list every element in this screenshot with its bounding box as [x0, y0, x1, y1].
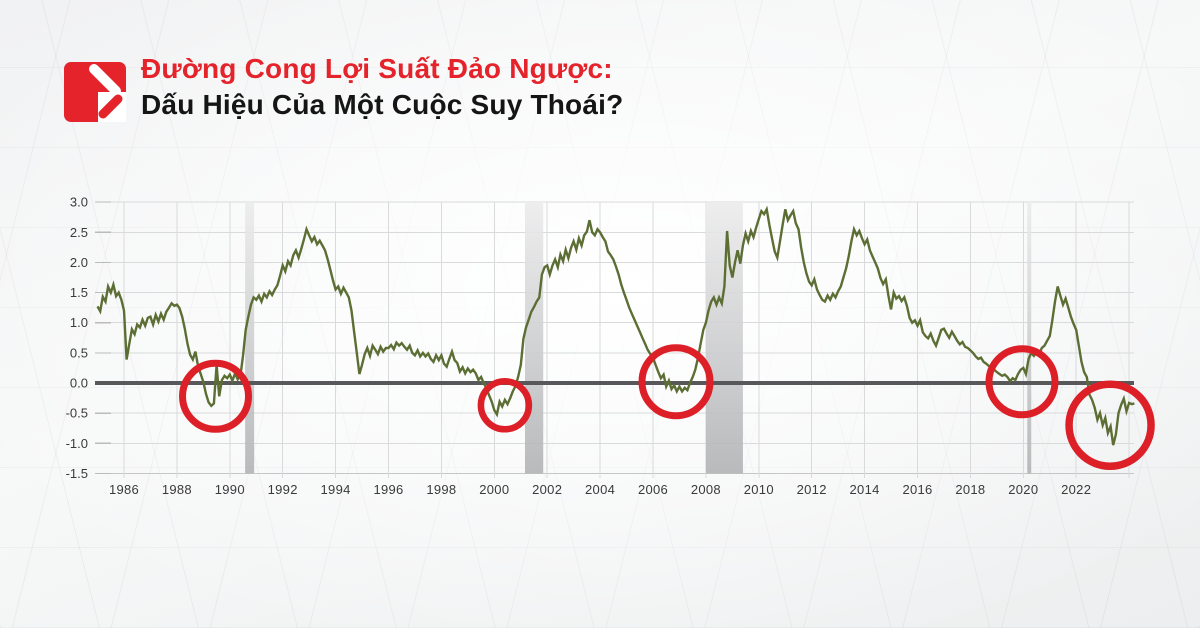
y-tick-label: 2.0 [70, 255, 88, 270]
brand-logo [64, 62, 126, 122]
inversion-highlight-circle [1065, 380, 1155, 470]
y-tick-label: -1.5 [66, 466, 88, 481]
title-line-2: Dấu Hiệu Của Một Cuộc Suy Thoái? [141, 89, 624, 120]
logo-pen-stroke-white [89, 64, 121, 96]
recession-band [524, 202, 544, 474]
x-tick-label: 2018 [955, 482, 985, 497]
x-tick-label: 1988 [162, 482, 192, 497]
y-tick-label: 3.0 [70, 195, 88, 210]
x-tick-label: 2014 [850, 482, 880, 497]
x-tick-label: 2022 [1061, 482, 1091, 497]
x-tick-label: 2010 [744, 482, 774, 497]
x-tick-label: 2012 [797, 482, 827, 497]
x-tick-label: 2008 [691, 482, 721, 497]
title-block: Đường Cong Lợi Suất Đảo Ngược: Dấu Hiệu … [141, 51, 623, 123]
x-tick-label: 1998 [426, 482, 456, 497]
y-tick-label: -0.5 [66, 406, 88, 421]
x-tick-label: 1994 [321, 482, 351, 497]
recession-band [1027, 202, 1032, 474]
x-tick-label: 2016 [902, 482, 932, 497]
x-tick-label: 2002 [532, 482, 562, 497]
inversion-highlight-circle [179, 359, 253, 433]
title-line-1: Đường Cong Lợi Suất Đảo Ngược: [141, 53, 613, 84]
inversion-highlight-circle [638, 344, 714, 420]
x-tick-label: 2006 [638, 482, 668, 497]
inversion-highlight-circle [985, 345, 1059, 419]
y-tick-label: 2.5 [70, 225, 88, 240]
y-tick-label: -1.0 [66, 436, 88, 451]
x-tick-label: 1992 [268, 482, 298, 497]
x-tick-label: 2020 [1008, 482, 1038, 497]
x-tick-label: 1986 [109, 482, 139, 497]
x-tick-label: 1990 [215, 482, 245, 497]
y-tick-label: 0.5 [70, 345, 88, 360]
y-tick-label: 1.5 [70, 285, 88, 300]
y-tick-label: 0.0 [70, 376, 88, 391]
recession-band [705, 202, 743, 474]
x-tick-label: 2004 [585, 482, 615, 497]
logo-pen-stroke-red [98, 94, 123, 119]
recession-band [245, 202, 255, 474]
x-tick-label: 1996 [373, 482, 403, 497]
spread-line [96, 205, 1135, 446]
y-tick-label: 1.0 [70, 315, 88, 330]
header: Đường Cong Lợi Suất Đảo Ngược: Dấu Hiệu … [64, 53, 623, 123]
x-tick-label: 2000 [479, 482, 509, 497]
inversion-highlight-circle [477, 378, 533, 433]
